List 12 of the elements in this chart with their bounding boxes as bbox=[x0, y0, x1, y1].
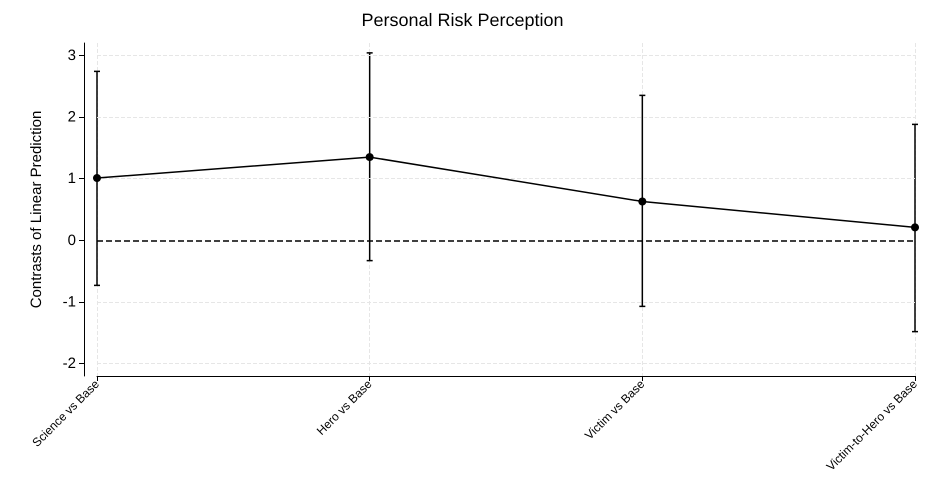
y-axis-title: Contrasts of Linear Prediction bbox=[28, 110, 45, 308]
y-tick-label: -1 bbox=[62, 294, 76, 310]
y-tick-label: 1 bbox=[68, 170, 76, 188]
point bbox=[911, 223, 919, 232]
y-tick-label: -2 bbox=[62, 355, 76, 372]
y-tick-label: 0 bbox=[68, 232, 76, 249]
point bbox=[93, 174, 101, 182]
y-tick-label: 2 bbox=[68, 108, 76, 126]
y-tick-label: 3 bbox=[68, 46, 76, 64]
point bbox=[366, 153, 374, 162]
point bbox=[638, 197, 646, 206]
chart-title: Personal Risk Perception bbox=[361, 10, 564, 30]
